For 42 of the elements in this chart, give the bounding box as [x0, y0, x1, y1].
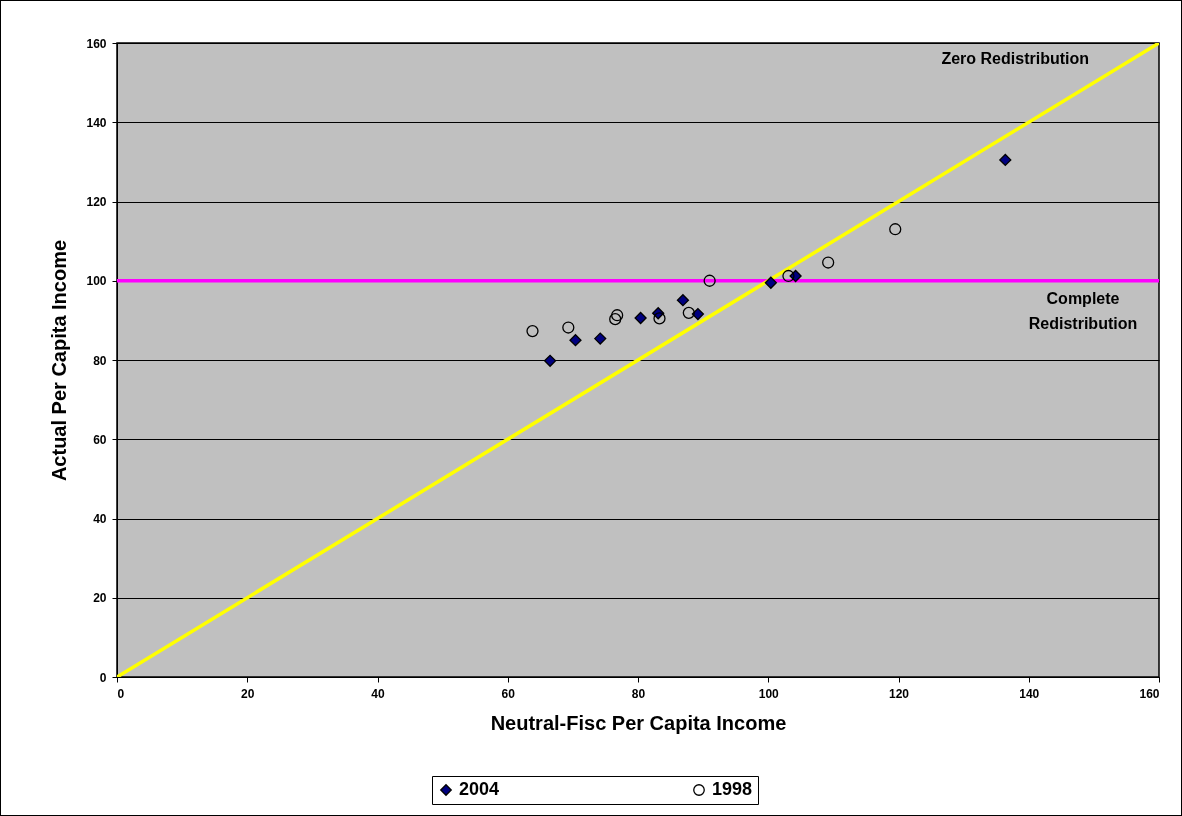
- point: [611, 309, 624, 322]
- series-label: Zero Redistribution: [941, 50, 1089, 67]
- point: [682, 306, 695, 319]
- legend-label: 1998: [712, 779, 753, 799]
- point: [526, 324, 539, 338]
- x-tick-label: 160: [1139, 686, 1160, 701]
- point: [562, 321, 575, 334]
- x-tick-label: 120: [888, 686, 910, 701]
- y-tick-label: 40: [93, 512, 107, 526]
- x-tick-label: 20: [241, 686, 255, 701]
- point: [691, 307, 705, 321]
- y-tick-label: 60: [93, 432, 107, 447]
- y-tick-label: 140: [86, 115, 107, 130]
- point: [569, 334, 582, 347]
- ref-line-label: Complete Redistribution: [1028, 289, 1138, 332]
- y-tick-label: 20: [93, 591, 107, 606]
- point: [653, 312, 666, 325]
- x-tick-label: 80: [631, 686, 646, 701]
- point: [634, 311, 647, 325]
- y-tick-label: 100: [86, 274, 107, 289]
- point: [764, 276, 777, 289]
- point: [543, 354, 557, 367]
- x-tick-label: 140: [1019, 686, 1040, 701]
- y-tick-label: 120: [86, 195, 107, 209]
- point: [889, 223, 902, 236]
- x-tick-label: 0: [117, 686, 125, 701]
- point: [703, 274, 716, 287]
- y-tick-label: 0: [99, 670, 107, 685]
- point: [999, 153, 1012, 167]
- x-axis-title: Neutral-Fisc Per Capita Income: [490, 711, 787, 734]
- point: [609, 313, 622, 326]
- y-tick-label: 160: [86, 36, 107, 51]
- x-tick-label: 40: [371, 686, 385, 701]
- x-tick-label: 100: [758, 686, 780, 701]
- point: [822, 256, 835, 269]
- y-tick-label: 80: [93, 353, 107, 368]
- point: [594, 332, 607, 345]
- point: [782, 269, 795, 283]
- x-tick-label: 60: [501, 686, 516, 701]
- legend-label: 2004: [459, 779, 500, 799]
- y-axis-title: Actual Per Capita Income: [48, 239, 71, 482]
- point: [676, 294, 690, 307]
